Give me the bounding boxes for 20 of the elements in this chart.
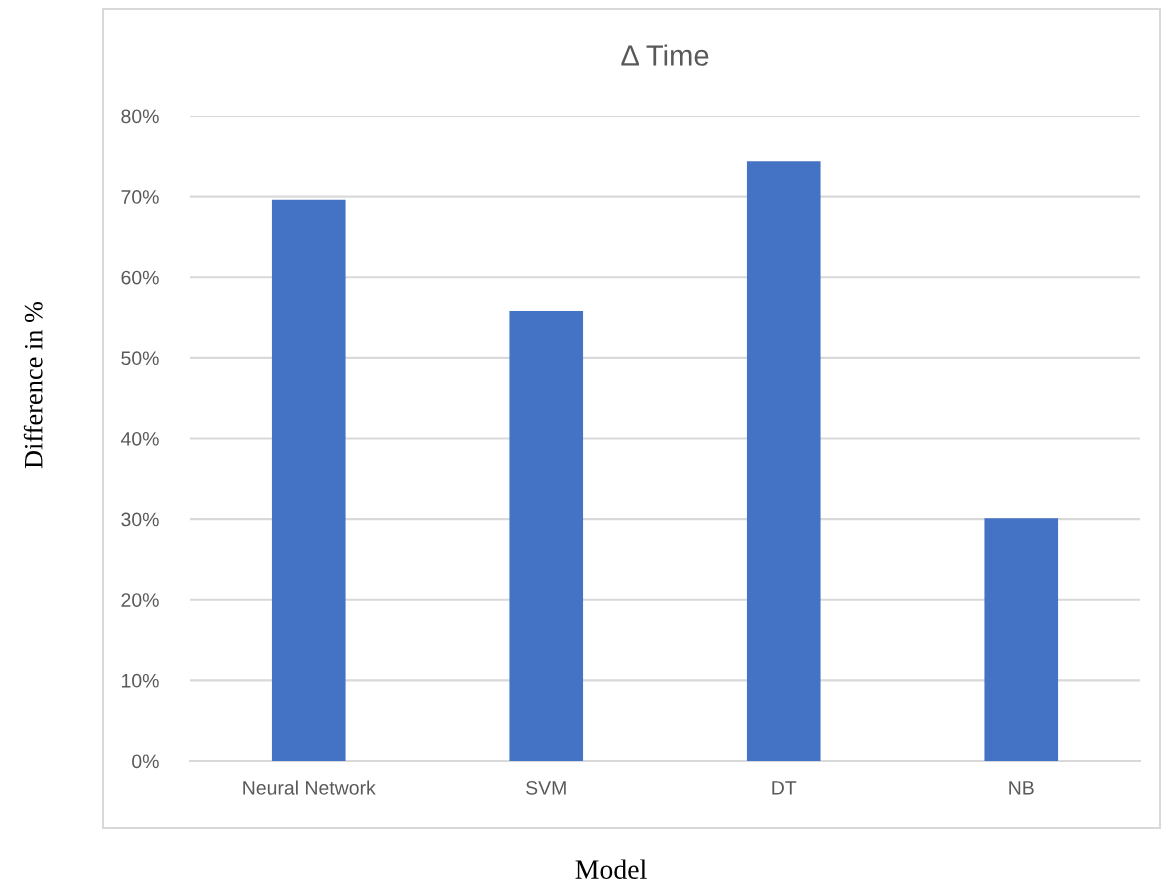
y-tick-label: 40%: [120, 431, 159, 446]
bar: [509, 311, 584, 761]
y-tick-label: 80%: [121, 109, 159, 124]
x-tick-label: NB: [1009, 781, 1034, 795]
bar: [271, 199, 346, 761]
y-tick-label: 50%: [121, 351, 159, 366]
y-tick-label: 20%: [121, 593, 159, 607]
x-tick-label: SVM: [526, 780, 566, 795]
y-tick-label: 30%: [121, 512, 159, 527]
bar: [746, 161, 821, 761]
y-tick-label: 0%: [132, 754, 159, 769]
bar: [984, 518, 1059, 761]
chart-title: Δ Time: [621, 44, 709, 66]
y-tick-label: 60%: [121, 270, 159, 285]
y-tick-label: 70%: [121, 190, 159, 204]
x-tick-label: Neural Network: [243, 780, 376, 795]
x-tick-label: DT: [772, 781, 797, 795]
y-axis-title: Difference in %: [23, 301, 43, 469]
y-tick-label: 10%: [122, 673, 159, 688]
x-axis-title: Model: [575, 859, 647, 879]
